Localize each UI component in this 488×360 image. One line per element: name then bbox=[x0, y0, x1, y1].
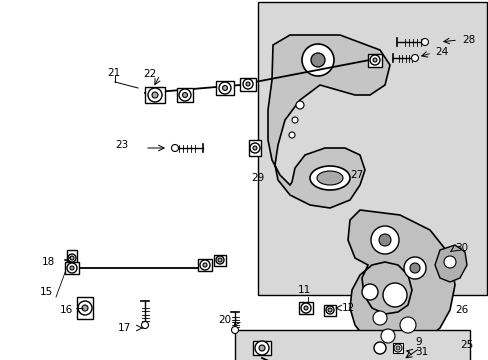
Circle shape bbox=[70, 266, 74, 270]
Circle shape bbox=[409, 263, 419, 273]
Circle shape bbox=[393, 344, 401, 352]
Text: 20: 20 bbox=[218, 315, 231, 325]
Polygon shape bbox=[434, 245, 466, 282]
Bar bbox=[367, 54, 381, 67]
Circle shape bbox=[200, 260, 209, 270]
Text: 23: 23 bbox=[115, 140, 128, 150]
Bar bbox=[214, 255, 225, 266]
Circle shape bbox=[361, 284, 377, 300]
Text: 25: 25 bbox=[459, 340, 472, 350]
Text: 18: 18 bbox=[42, 257, 55, 267]
Circle shape bbox=[254, 341, 268, 355]
Text: 17: 17 bbox=[118, 323, 131, 333]
Circle shape bbox=[327, 308, 331, 312]
Circle shape bbox=[325, 306, 333, 314]
Bar bbox=[392, 343, 402, 353]
Circle shape bbox=[302, 44, 333, 76]
Bar bbox=[198, 259, 212, 271]
Circle shape bbox=[295, 101, 304, 109]
Polygon shape bbox=[235, 330, 469, 360]
Circle shape bbox=[310, 53, 325, 67]
Circle shape bbox=[378, 234, 390, 246]
Circle shape bbox=[395, 346, 399, 350]
Circle shape bbox=[148, 88, 162, 102]
Circle shape bbox=[399, 317, 415, 333]
Ellipse shape bbox=[309, 166, 349, 190]
Circle shape bbox=[219, 82, 230, 94]
Bar bbox=[65, 262, 79, 274]
Ellipse shape bbox=[316, 171, 342, 185]
Circle shape bbox=[245, 82, 249, 86]
Text: 9: 9 bbox=[414, 337, 421, 347]
Circle shape bbox=[182, 93, 187, 98]
Circle shape bbox=[82, 305, 88, 311]
Circle shape bbox=[78, 301, 92, 315]
Circle shape bbox=[372, 58, 376, 62]
Circle shape bbox=[249, 143, 260, 153]
Circle shape bbox=[288, 132, 294, 138]
Text: 12: 12 bbox=[341, 303, 354, 313]
Circle shape bbox=[203, 263, 206, 267]
Bar bbox=[298, 302, 312, 314]
Circle shape bbox=[372, 311, 386, 325]
Bar bbox=[248, 140, 261, 156]
Bar bbox=[216, 81, 234, 95]
Circle shape bbox=[403, 257, 425, 279]
Circle shape bbox=[443, 256, 455, 268]
Polygon shape bbox=[267, 35, 389, 208]
Text: 15: 15 bbox=[40, 287, 53, 297]
Circle shape bbox=[67, 263, 77, 273]
Text: 29: 29 bbox=[251, 173, 264, 183]
Circle shape bbox=[304, 306, 307, 310]
Circle shape bbox=[370, 226, 398, 254]
Circle shape bbox=[222, 85, 227, 90]
Circle shape bbox=[373, 342, 385, 354]
Text: 27: 27 bbox=[349, 170, 363, 180]
Circle shape bbox=[259, 345, 264, 351]
Text: 21: 21 bbox=[107, 68, 120, 78]
Bar bbox=[145, 87, 164, 103]
Circle shape bbox=[218, 258, 222, 262]
Text: 24: 24 bbox=[434, 47, 447, 57]
Text: 11: 11 bbox=[297, 285, 311, 295]
Circle shape bbox=[70, 256, 74, 260]
Polygon shape bbox=[347, 210, 454, 348]
Circle shape bbox=[411, 54, 418, 62]
Text: 22: 22 bbox=[142, 69, 156, 79]
Text: 31: 31 bbox=[414, 347, 427, 357]
Bar bbox=[77, 297, 93, 319]
Bar bbox=[324, 305, 335, 315]
Bar bbox=[177, 88, 193, 102]
Circle shape bbox=[382, 283, 406, 307]
Circle shape bbox=[301, 303, 310, 313]
Circle shape bbox=[216, 256, 224, 264]
Circle shape bbox=[141, 321, 148, 328]
Circle shape bbox=[291, 117, 297, 123]
Polygon shape bbox=[258, 2, 486, 295]
Text: 26: 26 bbox=[454, 305, 468, 315]
Circle shape bbox=[369, 55, 379, 65]
Text: 30: 30 bbox=[454, 243, 467, 253]
Text: 28: 28 bbox=[461, 35, 474, 45]
Circle shape bbox=[68, 254, 76, 262]
Circle shape bbox=[171, 144, 178, 152]
Bar bbox=[67, 250, 77, 266]
Bar bbox=[252, 341, 270, 355]
Circle shape bbox=[252, 146, 257, 150]
Circle shape bbox=[152, 92, 158, 98]
Circle shape bbox=[179, 89, 191, 101]
Bar bbox=[240, 77, 256, 90]
Circle shape bbox=[380, 329, 394, 343]
Text: 16: 16 bbox=[60, 305, 73, 315]
Circle shape bbox=[231, 327, 238, 333]
Circle shape bbox=[421, 39, 427, 45]
Circle shape bbox=[243, 79, 252, 89]
